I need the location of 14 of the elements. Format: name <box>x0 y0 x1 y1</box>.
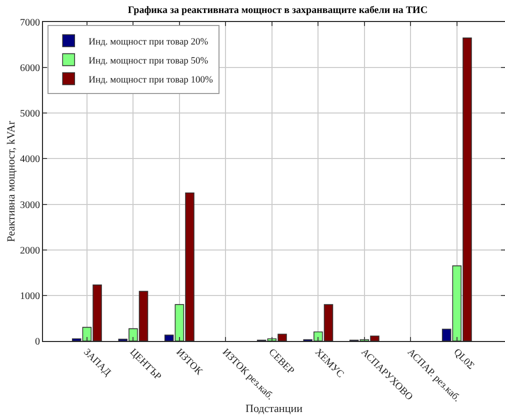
legend-label: Инд. мощност при товар 20% <box>88 37 208 48</box>
y-tick-label: 0 <box>35 336 40 348</box>
y-tick-label: 2000 <box>20 245 40 256</box>
chart-title: Графика за реактивната мощност в захранващите кабели на ТИС <box>128 5 428 16</box>
legend-label: Инд. мощност при товар 100% <box>88 75 214 86</box>
y-tick-label: 6000 <box>20 63 40 74</box>
y-axis-title: Реактивна мощност, kVAr <box>6 120 18 242</box>
legend-label: Инд. мощност при товар 50% <box>88 56 208 66</box>
y-tick-label: 3000 <box>20 200 40 211</box>
y-tick-label: 7000 <box>20 18 40 28</box>
y-tick-label: 1000 <box>20 290 40 302</box>
y-tick-label: 5000 <box>20 108 40 120</box>
y-tick-label: 4000 <box>20 154 40 166</box>
x-axis-title: Подстанции <box>246 403 303 415</box>
